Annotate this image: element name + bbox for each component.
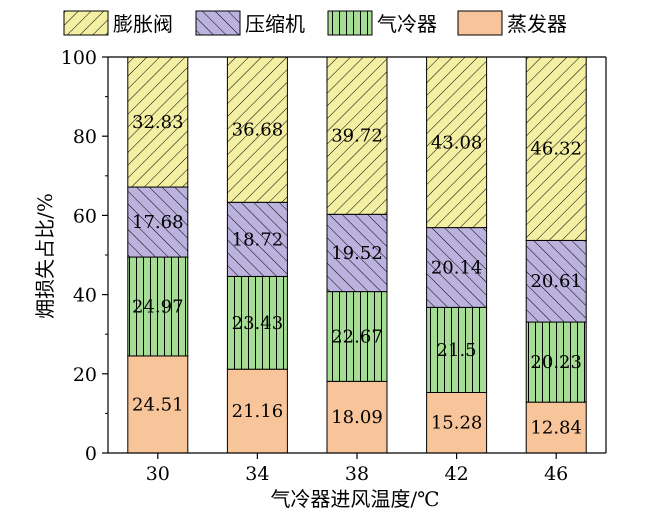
bar-hatch-series-3-38 [327,214,387,292]
x-tick-label: 38 [345,463,369,485]
bar-series-1-34 [227,369,288,453]
bar-hatch-series-3-42 [426,227,487,308]
legend-label-series-1: 蒸发器 [507,12,567,36]
data-label-series-3-42: 20.14 [431,257,483,278]
data-label-series-4-42: 43.08 [431,132,483,153]
bar-hatch-series-4-46 [526,57,587,241]
bar-hatch-series-2-30 [127,257,188,356]
x-tick-label: 30 [146,463,170,485]
bars: 24.51 24.97 17.68 32.83 21.16 23.43 18.72 36.68… [127,56,587,454]
bar-hatch-series-3-34 [227,202,288,277]
y-tick-label: 100 [61,47,97,69]
x-axis-title: 气冷器进风温度/℃ [270,487,439,511]
data-label-series-1-46: 12.84 [530,418,582,439]
bar-hatch-series-4-42 [426,57,487,228]
data-label-series-1-38: 18.09 [331,407,383,428]
data-label-series-3-30: 17.68 [132,212,184,233]
axes: 0 20 40 60 80 100 30 34 38 42 46 [61,47,607,485]
legend-label-series-4: 膨胀阀 [113,12,173,36]
y-tick-label: 0 [85,443,97,465]
legend-label-series-3: 压缩机 [245,12,305,36]
legend: 膨胀阀 压缩机 气冷器 蒸发器 [63,10,567,36]
data-label-series-1-42: 15.28 [431,413,483,434]
data-label-series-1-34: 21.16 [232,401,284,422]
x-tick-label: 34 [245,463,269,485]
data-label-series-2-34: 23.43 [232,313,284,334]
bar-hatch-series-3-30 [127,187,188,258]
data-label-series-4-46: 46.32 [530,139,582,160]
data-label-series-3-46: 20.61 [530,271,582,292]
y-tick-label: 60 [73,205,97,227]
y-tick-label: 40 [73,285,97,307]
data-label-series-4-38: 39.72 [331,126,383,147]
y-axis-title: 㶲损失占比/% [33,193,57,319]
bar-hatch-series-2-34 [227,276,288,370]
legend-swatch-series-1 [458,11,502,35]
data-label-series-1-30: 24.51 [132,394,184,415]
bar-series-1-30 [127,355,188,453]
x-tick-label: 42 [445,463,469,485]
data-label-series-2-30: 24.97 [132,296,184,317]
legend-swatch-outline-series-2 [327,10,373,36]
legend-swatch-hatch-series-3 [196,11,240,35]
bar-hatch-series-4-38 [327,57,387,215]
x-tick-label: 46 [544,463,568,485]
bar-hatch-series-3-46 [526,240,587,323]
data-label-series-2-46: 20.23 [530,352,582,373]
data-label-series-4-34: 36.68 [232,120,284,141]
legend-swatch-outline-series-4 [63,10,109,36]
data-label-series-4-30: 32.83 [132,112,184,133]
bar-hatch-series-2-42 [426,307,487,393]
legend-label-series-2: 气冷器 [377,12,437,36]
bar-series-1-42 [426,392,487,453]
bar-series-1-46 [526,402,587,453]
y-tick-label: 20 [73,364,97,386]
data-label-series-2-42: 21.5 [437,340,477,361]
legend-swatch-hatch-series-2 [328,11,372,35]
bar-series-1-38 [327,381,387,453]
bar-hatch-series-2-38 [327,291,387,382]
bar-hatch-series-2-46 [526,322,587,403]
bar-hatch-series-4-30 [127,57,188,188]
legend-swatch-outline-series-3 [195,10,241,36]
data-label-series-3-38: 19.52 [331,243,383,264]
data-label-series-3-34: 18.72 [232,229,284,250]
legend-swatch-outline-series-1 [457,10,503,36]
y-tick-label: 80 [73,126,97,148]
bar-hatch-series-4-34 [227,57,288,203]
data-label-series-2-38: 22.67 [331,326,383,347]
legend-swatch-hatch-series-4 [64,11,108,35]
